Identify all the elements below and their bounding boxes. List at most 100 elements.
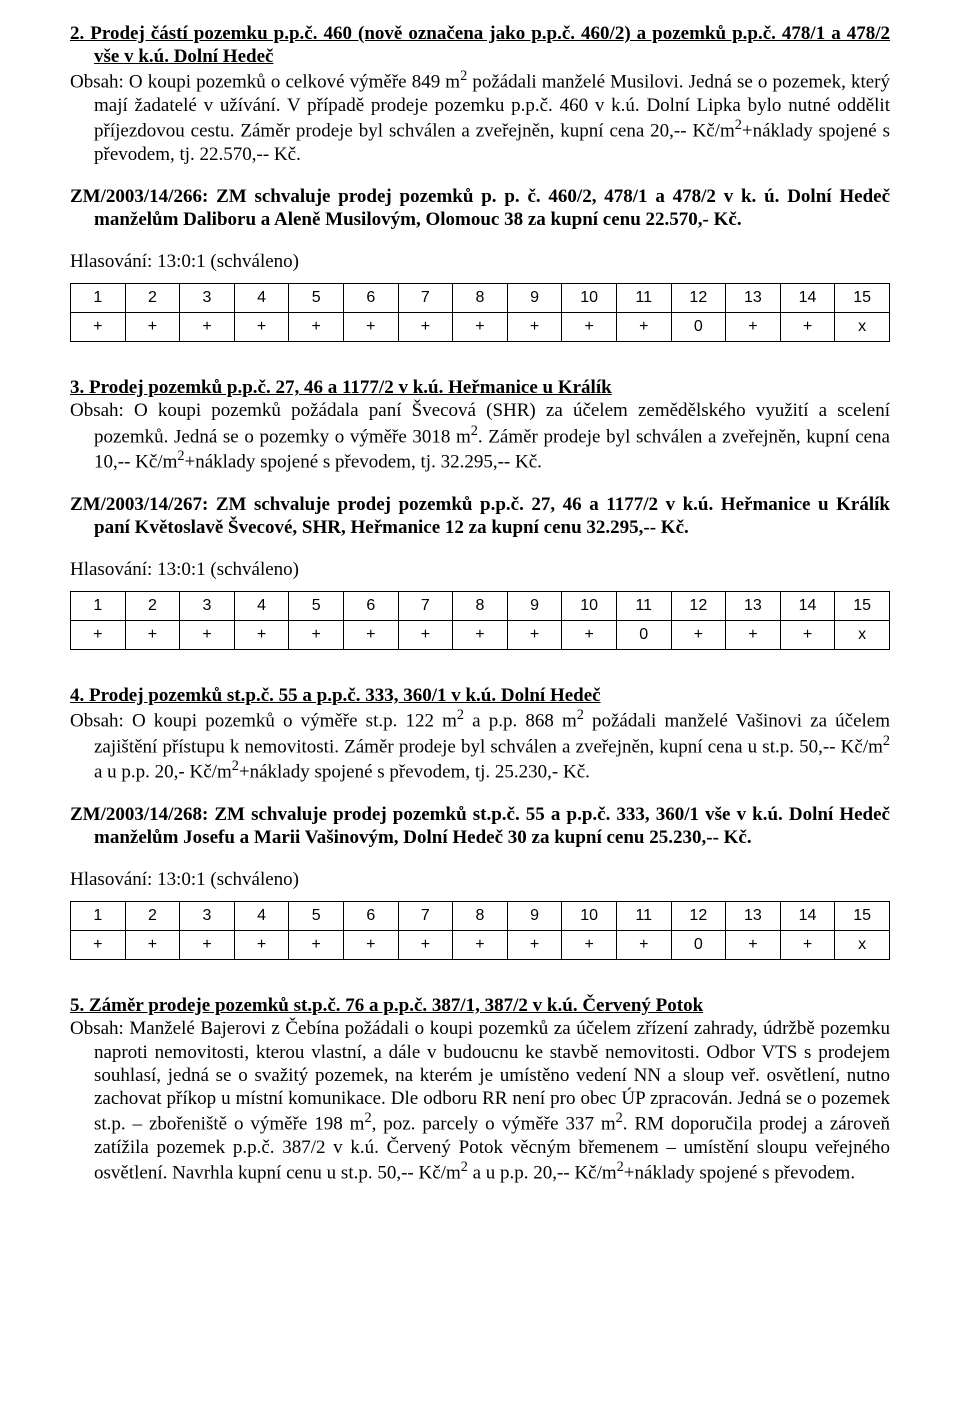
vote-header-cell: 6 [343,592,398,621]
vote-header-cell: 3 [180,902,235,931]
vote-cell: + [780,313,835,342]
vote-header-cell: 15 [835,284,890,313]
vote-header-cell: 11 [616,592,671,621]
body-part: , poz. parcely o výměře 337 m [372,1113,616,1134]
vote-header-cell: 13 [726,284,781,313]
vote-header-cell: 5 [289,592,344,621]
vote-cell: + [71,931,126,960]
vote-header-cell: 2 [125,284,180,313]
vote-header-cell: 9 [507,284,562,313]
vote-cell: + [780,621,835,650]
vote-cell: + [125,931,180,960]
sup-2: 2 [735,117,742,133]
body-part: a p.p. 868 m [464,711,577,732]
vote-header-cell: 4 [234,284,289,313]
vote-header-cell: 3 [180,284,235,313]
vote-cell: + [289,931,344,960]
vote-table: 1 2 3 4 5 6 7 8 9 10 11 12 13 14 15 + + … [70,283,890,342]
body-part: +náklady spojené s převodem, tj. 25.230,… [239,762,590,783]
vote-cell: + [726,931,781,960]
vote-header-cell: 15 [835,902,890,931]
vote-cell: + [616,931,671,960]
vote-cell: + [562,931,617,960]
vote-header-cell: 8 [453,284,508,313]
vote-header-cell: 11 [616,902,671,931]
vote-header-cell: 14 [780,902,835,931]
vote-cell: + [507,931,562,960]
body-part: +náklady spojené s převodem. [624,1162,855,1183]
section-heading: 2. Prodej částí pozemku p.p.č. 460 (nově… [70,22,890,68]
vote-header-cell: 12 [671,284,726,313]
vote-header-cell: 7 [398,284,453,313]
vote-header-row: 1 2 3 4 5 6 7 8 9 10 11 12 13 14 15 [71,592,890,621]
sup-2: 2 [461,1159,468,1175]
vote-cell: + [234,313,289,342]
heading-text: 4. Prodej pozemků st.p.č. 55 a p.p.č. 33… [70,685,601,706]
vote-header-cell: 12 [671,592,726,621]
vote-cell: + [507,621,562,650]
vote-header-cell: 14 [780,284,835,313]
section-body: Obsah: O koupi pozemků požádala paní Šve… [70,399,890,473]
vote-cell: + [726,621,781,650]
vote-cell: + [616,313,671,342]
vote-cell: + [562,621,617,650]
vote-cell: x [835,313,890,342]
vote-summary: Hlasování: 13:0:1 (schváleno) [70,558,890,581]
vote-cell: 0 [671,313,726,342]
section-heading: 5. Záměr prodeje pozemků st.p.č. 76 a p.… [70,994,890,1017]
sup-2: 2 [232,758,239,774]
vote-header-row: 1 2 3 4 5 6 7 8 9 10 11 12 13 14 15 [71,902,890,931]
body-part: Obsah: O koupi pozemků o celkové výměře … [70,72,460,93]
sup-2: 2 [457,707,464,723]
vote-header-cell: 15 [835,592,890,621]
section-5-zamer-prodeje: 5. Záměr prodeje pozemků st.p.č. 76 a p.… [70,994,890,1184]
vote-cell: + [125,313,180,342]
vote-table: 1 2 3 4 5 6 7 8 9 10 11 12 13 14 15 + + … [70,591,890,650]
vote-header-cell: 1 [71,902,126,931]
vote-cell: + [671,621,726,650]
vote-cell: + [780,931,835,960]
vote-cell: + [453,313,508,342]
vote-header-cell: 6 [343,902,398,931]
vote-header-cell: 12 [671,902,726,931]
vote-cell: + [180,621,235,650]
vote-header-cell: 5 [289,902,344,931]
body-part: Obsah: O koupi pozemků o výměře st.p. 12… [70,711,457,732]
vote-summary: Hlasování: 13:0:1 (schváleno) [70,868,890,891]
vote-summary: Hlasování: 13:0:1 (schváleno) [70,250,890,273]
section-3-prodej-pozemku: 3. Prodej pozemků p.p.č. 27, 46 a 1177/2… [70,376,890,650]
vote-cell: + [234,931,289,960]
vote-header-cell: 6 [343,284,398,313]
vote-cell: + [343,931,398,960]
section-body: Obsah: O koupi pozemků o celkové výměře … [70,68,890,165]
vote-cell: + [453,621,508,650]
heading-text: 5. Záměr prodeje pozemků st.p.č. 76 a p.… [70,995,703,1016]
vote-header-cell: 8 [453,902,508,931]
vote-cell: + [343,621,398,650]
vote-cell: + [234,621,289,650]
sup-2: 2 [616,1110,623,1126]
vote-cell: + [398,313,453,342]
vote-header-cell: 2 [125,902,180,931]
vote-cell: + [180,931,235,960]
vote-header-cell: 13 [726,902,781,931]
heading-text: 2. Prodej částí pozemku p.p.č. 460 (nově… [70,23,890,67]
vote-value-row: + + + + + + + + + + + 0 + + x [71,313,890,342]
vote-cell: + [71,313,126,342]
vote-cell: 0 [616,621,671,650]
vote-header-cell: 10 [562,284,617,313]
vote-cell: + [343,313,398,342]
sup-2: 2 [883,733,890,749]
body-part: a u p.p. 20,-- Kč/m [468,1162,617,1183]
vote-header-cell: 7 [398,592,453,621]
section-4-prodej-pozemku: 4. Prodej pozemků st.p.č. 55 a p.p.č. 33… [70,684,890,960]
section-heading: 3. Prodej pozemků p.p.č. 27, 46 a 1177/2… [70,376,890,399]
vote-header-cell: 5 [289,284,344,313]
resolution-text: ZM/2003/14/268: ZM schvaluje prodej poze… [70,803,890,849]
section-body: Obsah: O koupi pozemků o výměře st.p. 12… [70,707,890,784]
vote-header-cell: 4 [234,592,289,621]
section-heading: 4. Prodej pozemků st.p.č. 55 a p.p.č. 33… [70,684,890,707]
vote-header-cell: 1 [71,284,126,313]
vote-header-cell: 14 [780,592,835,621]
section-2-prodej-casti-pozemku: 2. Prodej částí pozemku p.p.č. 460 (nově… [70,22,890,342]
